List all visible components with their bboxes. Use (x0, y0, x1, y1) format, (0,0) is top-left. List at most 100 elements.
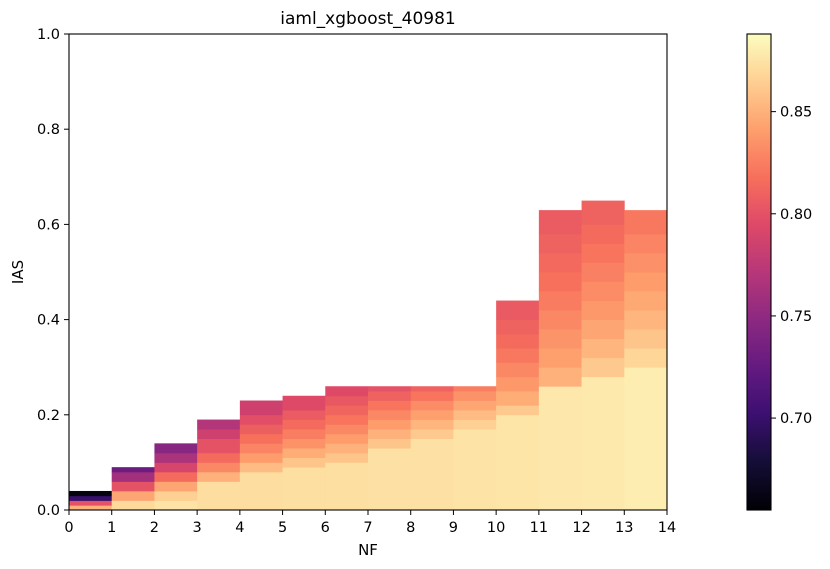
heatmap-cell (581, 262, 625, 282)
heatmap-cell (538, 348, 582, 368)
heatmap-cell (453, 400, 497, 411)
x-tick-label: 9 (449, 520, 458, 536)
x-tick-label: 14 (658, 520, 676, 536)
heatmap-cell (410, 410, 454, 420)
heatmap-cell (538, 233, 582, 254)
heatmap-cell (624, 272, 668, 292)
heatmap-cell (325, 462, 369, 511)
heatmap-cell (368, 391, 412, 401)
heatmap-cell (325, 395, 369, 406)
colorbar-gradient (747, 34, 771, 510)
heatmap-cell (282, 410, 326, 420)
x-tick-label: 13 (615, 520, 633, 536)
heatmap-cell (581, 224, 625, 244)
heatmap-cell (239, 433, 283, 444)
heatmap-cell (624, 329, 668, 349)
heatmap-cell (581, 338, 625, 359)
heatmap-cell (538, 272, 582, 292)
heatmap-cell (239, 400, 283, 416)
heatmap-cell (538, 252, 582, 273)
heatmap-cell (154, 462, 198, 473)
x-axis-label: NF (358, 541, 378, 559)
y-tick-label: 0.0 (37, 503, 60, 519)
colorbar-tick-label: 0.80 (780, 207, 812, 223)
heatmap-cell (496, 414, 540, 511)
heatmap-cell (538, 386, 582, 511)
y-tick-label: 0.4 (37, 313, 60, 329)
chart-title: iaml_xgboost_40981 (280, 9, 455, 29)
heatmap-cell (325, 414, 369, 425)
heatmap-cell (69, 490, 113, 497)
y-tick-label: 1.0 (37, 27, 60, 43)
heatmap-cell (111, 490, 155, 501)
heatmap-cell (282, 448, 326, 459)
heatmap-cell (624, 233, 668, 254)
x-tick-label: 7 (363, 520, 372, 536)
heatmap-cell (154, 490, 198, 501)
heatmap-cell (453, 429, 497, 511)
heatmap-cell (282, 429, 326, 439)
heatmap-cell (496, 391, 540, 406)
heatmap-cell (496, 376, 540, 392)
heatmap-cell (581, 357, 625, 378)
heatmap-cell (368, 438, 412, 449)
y-axis-ticks: 0.0 0.2 0.4 0.6 0.8 1.0 (37, 27, 69, 519)
heatmap-cell (624, 310, 668, 330)
heatmap-cell (581, 200, 625, 225)
heatmap-cell (239, 462, 283, 473)
heatmap-cell (581, 243, 625, 263)
heatmap-cell (538, 329, 582, 349)
heatmap-cell (410, 391, 454, 401)
heatmap-cell (496, 300, 540, 320)
heatmap-cell (69, 505, 113, 511)
heatmap-cell (496, 405, 540, 416)
heatmap-cell (154, 452, 198, 463)
heatmap-cell (239, 443, 283, 454)
x-tick-label: 8 (406, 520, 415, 536)
heatmap-cell (325, 433, 369, 444)
heatmap-cell (581, 376, 625, 511)
heatmap-cell (282, 395, 326, 411)
heatmap-cell (111, 471, 155, 482)
y-tick-label: 0.6 (37, 217, 60, 233)
x-tick-label: 5 (278, 520, 287, 536)
heatmap-cell (282, 419, 326, 430)
heatmap-cell (197, 471, 241, 482)
x-tick-label: 4 (235, 520, 244, 536)
heatmap-cell (368, 448, 412, 511)
heatmap-cell (410, 419, 454, 430)
heatmap-cell (581, 281, 625, 301)
heatmap-cell (453, 410, 497, 420)
heatmap-cell (538, 367, 582, 387)
heatmap-cell (410, 438, 454, 511)
heatmap-cell (111, 467, 155, 473)
heatmap-cell (410, 400, 454, 411)
heatmap-cell (496, 348, 540, 363)
colorbar-ticks: 0.70 0.75 0.80 0.85 (771, 105, 812, 427)
heatmap-cell (496, 333, 540, 349)
x-tick-label: 10 (487, 520, 505, 536)
heatmap-cell (453, 386, 497, 392)
colorbar-frame (746, 33, 772, 511)
colorbar-tick-label: 0.75 (780, 309, 812, 325)
heatmap-cell (581, 319, 625, 340)
heatmap-cell (69, 500, 113, 506)
heatmap-cell (325, 443, 369, 454)
heatmap-cell (368, 429, 412, 439)
x-axis-ticks: 0 1 2 3 4 5 6 7 8 9 10 11 12 13 14 (64, 510, 676, 536)
heatmap-cell (325, 424, 369, 435)
y-tick-label: 0.2 (37, 408, 60, 424)
heatmap-cell (538, 210, 582, 235)
x-tick-label: 3 (193, 520, 202, 536)
heatmap-cell (368, 386, 412, 392)
heatmap-cell (197, 481, 241, 511)
heatmap-cell (624, 252, 668, 273)
heatmap-cell (282, 457, 326, 468)
x-tick-label: 11 (530, 520, 548, 536)
heatmap-cell (154, 481, 198, 492)
colorbar: 0.70 0.75 0.80 0.85 (746, 33, 812, 511)
heatmap-cells (69, 200, 668, 511)
heatmap-cell (624, 210, 668, 235)
heatmap-cell (197, 452, 241, 463)
